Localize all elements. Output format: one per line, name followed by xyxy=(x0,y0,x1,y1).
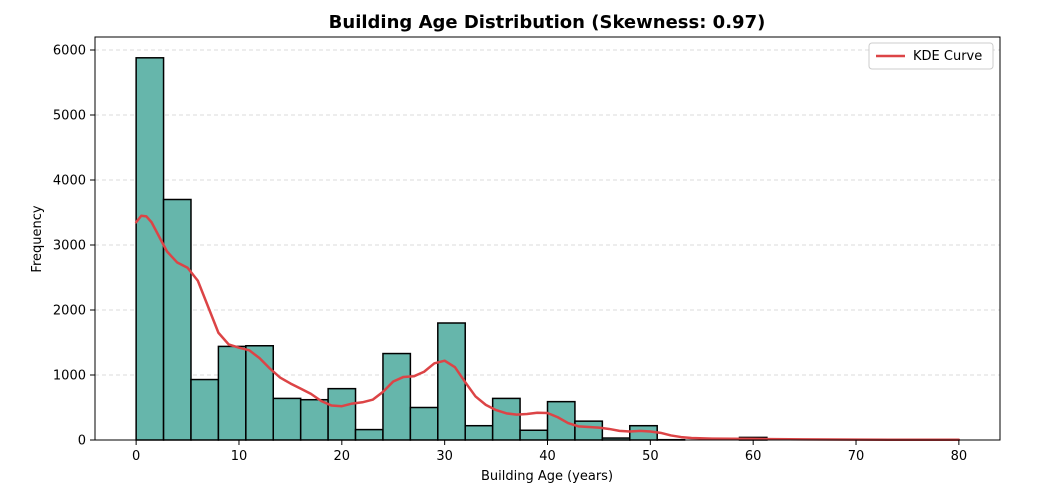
kde-curve-line xyxy=(134,214,961,442)
histogram-bar xyxy=(327,387,357,441)
y-tick-label: 6000 xyxy=(53,44,86,59)
x-axis-label: Building Age (years) xyxy=(481,469,613,484)
grid xyxy=(95,49,1000,376)
x-tick-label: 10 xyxy=(231,449,248,464)
histogram-bar xyxy=(519,429,549,441)
histogram-bar xyxy=(245,345,275,441)
histogram-bars xyxy=(135,57,960,441)
x-tick-label: 40 xyxy=(539,449,556,464)
histogram-bar xyxy=(190,378,220,441)
y-tick-label: 3000 xyxy=(53,239,86,254)
y-tick-label: 0 xyxy=(78,434,86,449)
x-tick-label: 30 xyxy=(436,449,453,464)
histogram-bar xyxy=(409,406,439,441)
histogram-bar xyxy=(491,397,521,441)
legend-box xyxy=(868,42,994,70)
y-tick-label: 1000 xyxy=(53,369,86,384)
histogram-bar xyxy=(437,322,466,441)
histogram-bar xyxy=(135,57,165,441)
histogram-bar xyxy=(354,428,384,441)
x-tick-label: 50 xyxy=(642,449,659,464)
legend-kde-label: KDE Curve xyxy=(913,49,982,64)
y-axis-ticks: 0 1000 2000 3000 4000 5000 6000 xyxy=(53,44,95,449)
kde-curve-layer xyxy=(134,214,961,442)
histogram-bar xyxy=(217,345,247,441)
histogram-bar xyxy=(464,424,494,441)
x-tick-label: 70 xyxy=(848,449,865,464)
chart-title: Building Age Distribution (Skewness: 0.9… xyxy=(329,12,766,33)
histogram-bar xyxy=(546,400,576,441)
legend: KDE Curve xyxy=(868,42,994,70)
histogram-bar xyxy=(382,352,412,441)
x-tick-label: 0 xyxy=(132,449,140,464)
x-tick-label: 80 xyxy=(951,449,968,464)
x-axis-ticks: 0 10 20 30 40 50 60 70 80 xyxy=(132,440,967,464)
histogram-bar xyxy=(162,198,192,441)
y-axis-label: Frequency xyxy=(30,205,45,272)
histogram-bar xyxy=(272,397,302,441)
y-tick-label: 2000 xyxy=(53,304,86,319)
x-tick-label: 60 xyxy=(745,449,762,464)
x-tick-label: 20 xyxy=(334,449,351,464)
y-tick-label: 5000 xyxy=(53,109,86,124)
y-tick-label: 4000 xyxy=(53,174,86,189)
histogram-bar xyxy=(574,420,604,441)
histogram-bar xyxy=(299,398,329,441)
